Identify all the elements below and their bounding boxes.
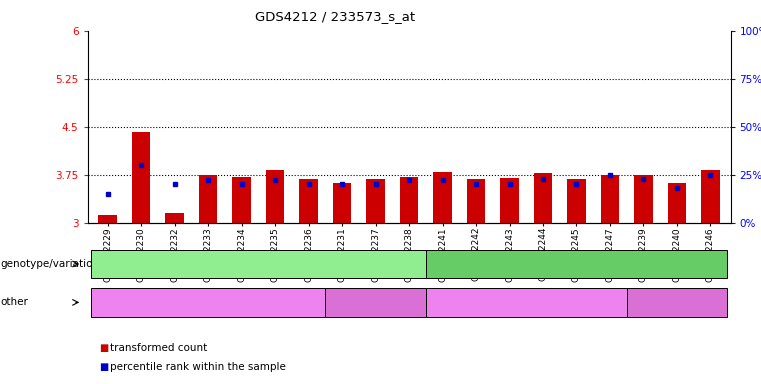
Text: other: other xyxy=(1,297,29,308)
Text: GDS4212 / 233573_s_at: GDS4212 / 233573_s_at xyxy=(255,10,415,23)
Bar xyxy=(232,177,251,223)
Text: genotype/variation: genotype/variation xyxy=(1,259,100,269)
Bar xyxy=(466,179,486,223)
Bar xyxy=(533,173,552,223)
Bar xyxy=(366,179,385,223)
Bar xyxy=(132,132,151,223)
Bar xyxy=(266,170,285,223)
Bar xyxy=(567,179,586,223)
Bar xyxy=(667,183,686,223)
Bar xyxy=(400,177,419,223)
Bar xyxy=(500,178,519,223)
Text: prior treatment: prior treatment xyxy=(634,297,720,308)
Text: no prior teatment: no prior teatment xyxy=(477,297,575,308)
Bar xyxy=(199,175,218,223)
Text: prior treatment: prior treatment xyxy=(333,297,419,308)
Bar xyxy=(634,175,653,223)
Bar xyxy=(333,183,352,223)
Bar xyxy=(600,175,619,223)
Bar xyxy=(165,213,184,223)
Text: transformed count: transformed count xyxy=(110,343,208,353)
Bar xyxy=(98,215,117,223)
Text: ■: ■ xyxy=(99,362,108,372)
Bar xyxy=(433,172,452,223)
Text: non-del11q: non-del11q xyxy=(545,259,608,269)
Bar xyxy=(299,179,318,223)
Bar xyxy=(701,170,720,223)
Text: ■: ■ xyxy=(99,343,108,353)
Text: no prior teatment: no prior teatment xyxy=(159,297,257,308)
Text: del11q: del11q xyxy=(239,259,278,269)
Text: percentile rank within the sample: percentile rank within the sample xyxy=(110,362,286,372)
